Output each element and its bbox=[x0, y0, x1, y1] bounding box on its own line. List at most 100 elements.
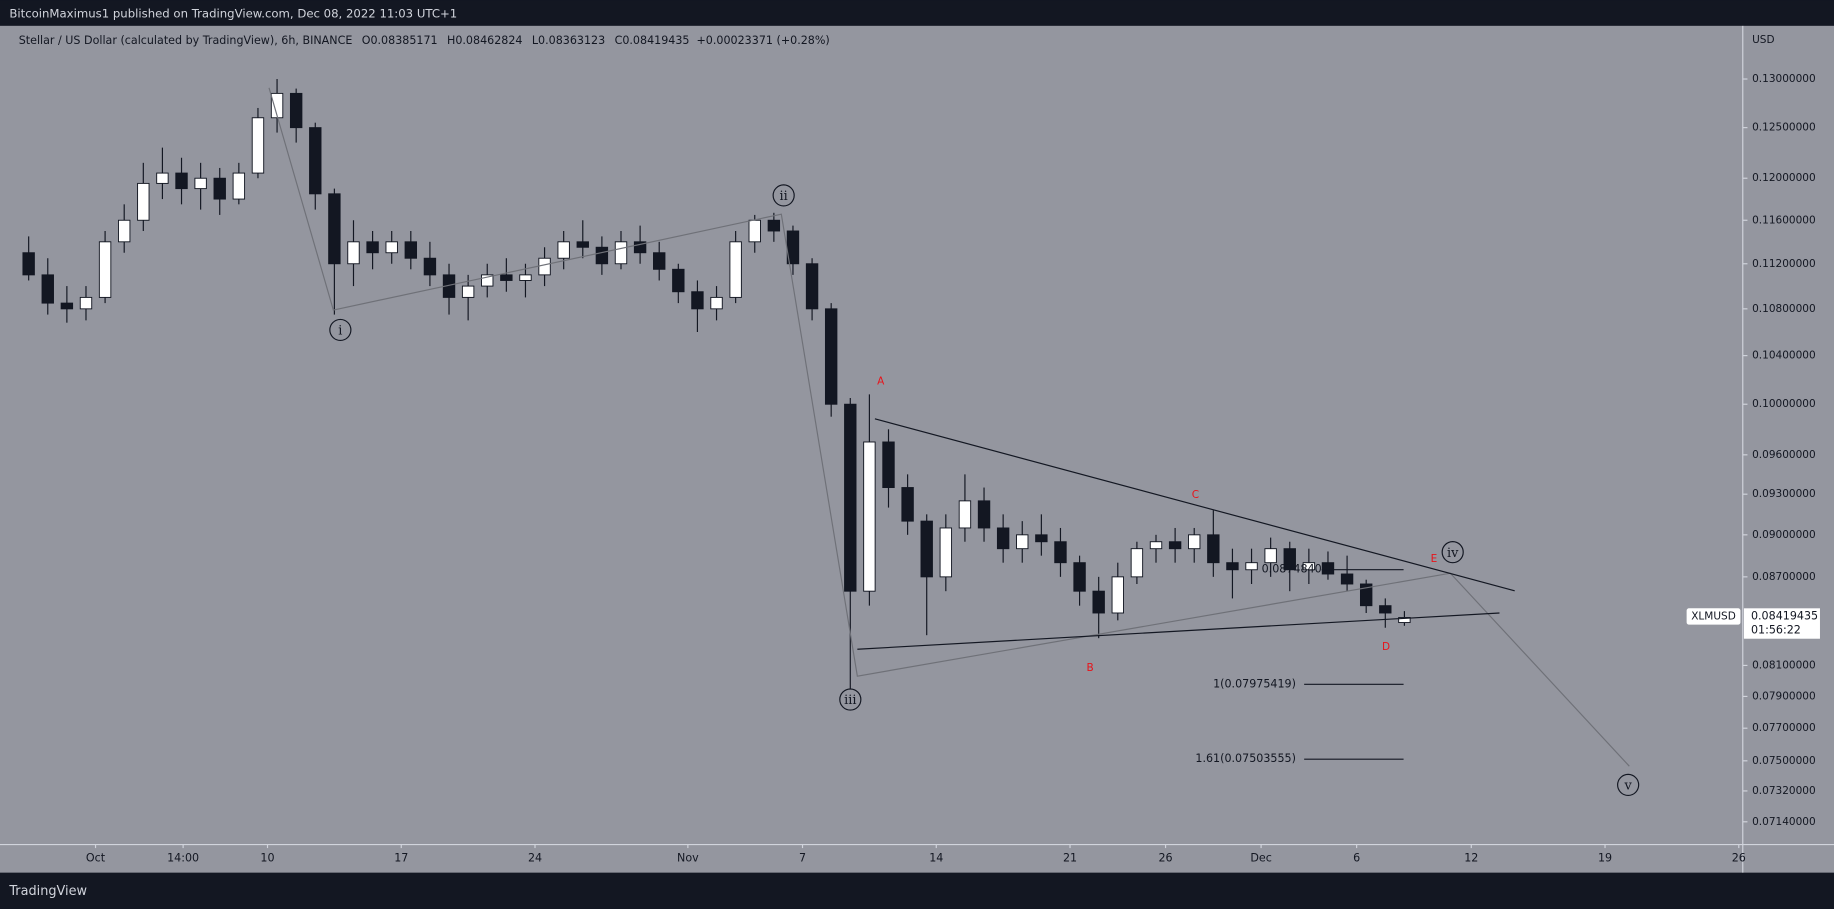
legend-item: 0.08419435 bbox=[622, 34, 689, 47]
candle-body bbox=[1226, 562, 1239, 571]
legend-item: L bbox=[532, 34, 539, 47]
legend-item: C bbox=[615, 34, 623, 47]
candle-body bbox=[1359, 583, 1373, 607]
candle-body bbox=[1264, 548, 1277, 564]
candle-body bbox=[1321, 562, 1335, 575]
y-tick-label: 0.08700000 bbox=[1752, 571, 1816, 583]
candle-body bbox=[1340, 573, 1354, 585]
candle-body bbox=[920, 520, 933, 578]
candle-body bbox=[1035, 534, 1048, 543]
x-tick-label: 17 bbox=[394, 852, 408, 865]
x-tick-label: 6 bbox=[1353, 852, 1360, 865]
candle-body bbox=[882, 441, 895, 489]
y-tick-label: 0.12500000 bbox=[1752, 122, 1816, 134]
candle-body bbox=[1207, 534, 1220, 564]
candle-body bbox=[557, 241, 570, 259]
y-tick-label: 0.07700000 bbox=[1752, 722, 1816, 734]
fib-label: 1.61(0.07503555) bbox=[1195, 752, 1296, 765]
candle-body bbox=[1398, 617, 1411, 624]
candle-body bbox=[328, 193, 341, 265]
wave-letter: A bbox=[877, 375, 885, 387]
legend: Stellar / US Dollar (calculated by Tradi… bbox=[19, 34, 830, 47]
candle-body bbox=[1149, 541, 1163, 550]
candle-body bbox=[977, 500, 991, 529]
wave-path bbox=[268, 87, 1630, 767]
candle-body bbox=[1245, 562, 1258, 571]
candle-body bbox=[519, 274, 532, 281]
x-tick-label: 12 bbox=[1464, 852, 1478, 865]
y-tick-label: 0.07320000 bbox=[1752, 785, 1816, 797]
y-tick-label: 0.10400000 bbox=[1752, 350, 1816, 362]
candle-body bbox=[500, 274, 513, 281]
legend-item: 0.08385171 bbox=[370, 34, 437, 47]
y-tick-label: 0.09600000 bbox=[1752, 449, 1816, 461]
candle-body bbox=[1283, 548, 1296, 571]
trendline bbox=[874, 418, 1515, 592]
y-tick-label: 0.07500000 bbox=[1752, 755, 1816, 767]
candle-body bbox=[1379, 605, 1392, 614]
candle-body bbox=[633, 241, 647, 254]
price-axis bbox=[1742, 25, 1834, 845]
candle-body bbox=[1092, 590, 1105, 614]
time-axis bbox=[0, 844, 1834, 873]
candle-body bbox=[289, 92, 303, 129]
annotations bbox=[268, 87, 1630, 767]
x-tick-label: 26 bbox=[1158, 852, 1172, 865]
y-tick-label: 0.11200000 bbox=[1752, 258, 1816, 270]
candle-body bbox=[824, 308, 838, 405]
x-tick-label: 21 bbox=[1063, 852, 1077, 865]
candle-body bbox=[901, 487, 914, 522]
candle-body bbox=[41, 274, 54, 304]
wave-label: v bbox=[1624, 779, 1633, 794]
y-tick-label: 0.08100000 bbox=[1752, 659, 1816, 671]
candle-body bbox=[767, 219, 781, 232]
last-price: 0.08419435 bbox=[1751, 609, 1818, 622]
candle-body bbox=[1016, 534, 1029, 550]
publisher: BitcoinMaximus1 published on TradingView… bbox=[9, 7, 457, 21]
wave-circle bbox=[772, 184, 795, 207]
candle-body bbox=[958, 500, 972, 529]
legend-item: +0.00023371 (+0.28%) bbox=[697, 34, 830, 47]
x-tick-label: 26 bbox=[1732, 852, 1746, 865]
candle-body bbox=[423, 257, 437, 276]
candle-body bbox=[79, 296, 93, 310]
candle-body bbox=[614, 241, 628, 265]
y-tick-label: 0.12000000 bbox=[1752, 172, 1816, 184]
candle-body bbox=[595, 246, 609, 265]
wave-letter: B bbox=[1086, 662, 1093, 674]
x-tick-label: Dec bbox=[1250, 852, 1272, 865]
candle-body bbox=[805, 263, 819, 310]
y-tick-label: 0.13000000 bbox=[1752, 73, 1816, 85]
x-tick-label: Nov bbox=[677, 852, 699, 865]
candle-body bbox=[98, 241, 112, 298]
wave-circle bbox=[839, 688, 862, 711]
footer-brand: TradingView bbox=[8, 884, 87, 899]
x-tick-label: 19 bbox=[1598, 852, 1612, 865]
fib-label: 0.0874840 bbox=[1262, 563, 1322, 576]
y-tick-label: 0.09300000 bbox=[1752, 488, 1816, 500]
candle-body bbox=[576, 241, 589, 248]
candle-body bbox=[996, 527, 1010, 550]
wave-circle bbox=[1617, 773, 1640, 797]
candle-body bbox=[213, 177, 226, 200]
x-tick-label: 14:00 bbox=[167, 852, 199, 865]
x-tick-label: 10 bbox=[260, 852, 274, 865]
candles bbox=[22, 79, 1411, 689]
wave-letter: E bbox=[1431, 553, 1438, 565]
wave-label: iii bbox=[844, 693, 856, 708]
y-tick-label: 0.11600000 bbox=[1752, 214, 1816, 226]
candle-body bbox=[404, 241, 418, 259]
candle-body bbox=[1302, 562, 1316, 571]
candle-body bbox=[309, 127, 322, 195]
legend-item: O bbox=[362, 34, 371, 47]
candle-body bbox=[1168, 541, 1182, 550]
trendline bbox=[857, 612, 1500, 650]
candle-body bbox=[251, 117, 265, 174]
candle-body bbox=[366, 241, 379, 254]
x-tick-label: 24 bbox=[528, 852, 542, 865]
candle-body bbox=[194, 177, 207, 190]
candle-body bbox=[175, 172, 188, 190]
candle-body bbox=[1073, 562, 1086, 592]
candle-body bbox=[1054, 541, 1067, 564]
